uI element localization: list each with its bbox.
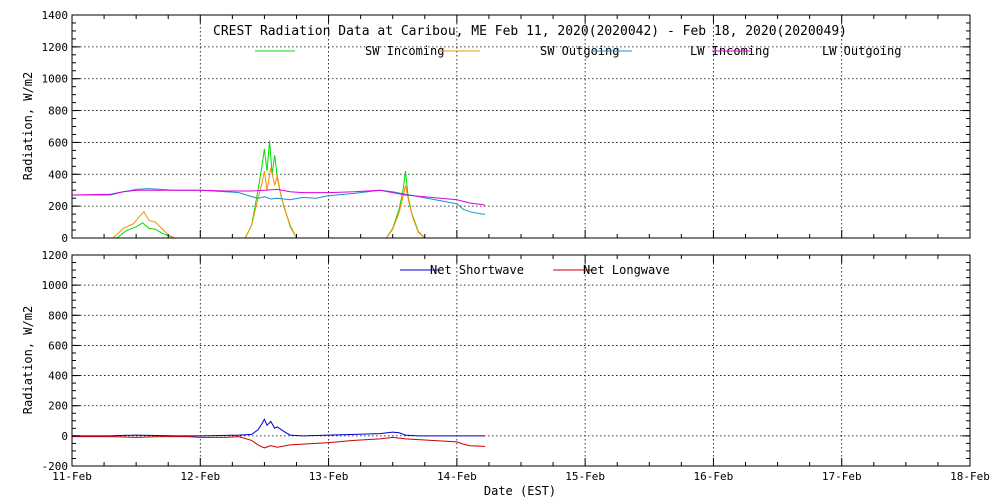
top-y-tick-label: 800	[48, 105, 68, 118]
series-line-net-shortwave	[72, 418, 486, 437]
legend-label-sw-outgoing: SW Outgoing	[540, 44, 619, 58]
top-y-tick-label: 600	[48, 136, 68, 149]
top-y-tick-label: 1000	[42, 73, 69, 86]
top-y-tick-labels: 0 200 400 600 800 1000 1200 1400	[42, 9, 69, 245]
bottom-panel: -200 0 200 400 600 800 1000 1200 11-Feb 12-Feb 13…	[21, 249, 990, 498]
bottom-y-axis-label: Radiation, W/m2	[21, 306, 35, 414]
legend-label-net-shortwave: Net Shortwave	[430, 263, 524, 277]
x-axis-label: Date (EST)	[484, 484, 556, 498]
bottom-x-tick-labels: 11-Feb 12-Feb 13-Feb 14-Feb 15-Feb 16-Feb 17-F…	[52, 470, 990, 483]
bottom-y-tick-label: 800	[48, 309, 68, 322]
bottom-grid	[72, 255, 970, 466]
x-tick-label: 18-Feb	[950, 470, 990, 483]
bottom-legend: Net Shortwave Net Longwave	[400, 263, 670, 277]
bottom-y-tick-labels: -200 0 200 400 600 800 1000 1200	[42, 249, 69, 473]
series-line-net-longwave	[72, 436, 486, 449]
top-y-tick-label: 0	[61, 232, 68, 245]
bottom-plot-frame	[71, 254, 971, 467]
bottom-y-tick-label: 400	[48, 370, 68, 383]
top-grid	[72, 15, 970, 238]
bottom-series-group	[72, 418, 486, 449]
x-tick-label: 15-Feb	[565, 470, 605, 483]
top-y-tick-label: 200	[48, 200, 68, 213]
series-line-sw-outgoing	[112, 167, 426, 239]
bottom-y-tick-label: 1200	[42, 249, 69, 262]
top-y-tick-label: 1400	[42, 9, 69, 22]
x-tick-label: 16-Feb	[694, 470, 734, 483]
top-y-axis-label: Radiation, W/m2	[21, 72, 35, 180]
legend-label-net-longwave: Net Longwave	[583, 263, 670, 277]
series-line-lw-incoming	[72, 188, 486, 215]
bottom-y-tick-label: 0	[61, 430, 68, 443]
series-line-lw-outgoing	[71, 188, 486, 206]
top-ticks	[71, 14, 971, 239]
top-series-group	[71, 140, 486, 239]
top-legend: SW Incoming SW Outgoing LW Incoming LW Outg…	[255, 44, 901, 58]
bottom-y-tick-label: 1000	[42, 279, 69, 292]
x-tick-label: 12-Feb	[180, 470, 220, 483]
x-tick-label: 13-Feb	[309, 470, 349, 483]
legend-label-lw-outgoing: LW Outgoing	[822, 44, 901, 58]
bottom-y-tick-label: 200	[48, 400, 68, 413]
bottom-ticks	[71, 254, 971, 467]
top-chart-title: CREST Radiation Data at Caribou, ME Feb …	[213, 24, 847, 39]
bottom-y-tick-label: 600	[48, 339, 68, 352]
bottom-y-tick-label: -200	[42, 460, 69, 473]
top-y-tick-label: 400	[48, 168, 68, 181]
x-tick-label: 17-Feb	[822, 470, 862, 483]
top-y-tick-label: 1200	[42, 41, 69, 54]
x-tick-label: 14-Feb	[437, 470, 477, 483]
top-panel: 0 200 400 600 800 1000 1200 1400 CREST Radiatio…	[21, 9, 971, 245]
x-tick-label: 11-Feb	[52, 470, 92, 483]
legend-label-sw-incoming: SW Incoming	[365, 44, 444, 58]
